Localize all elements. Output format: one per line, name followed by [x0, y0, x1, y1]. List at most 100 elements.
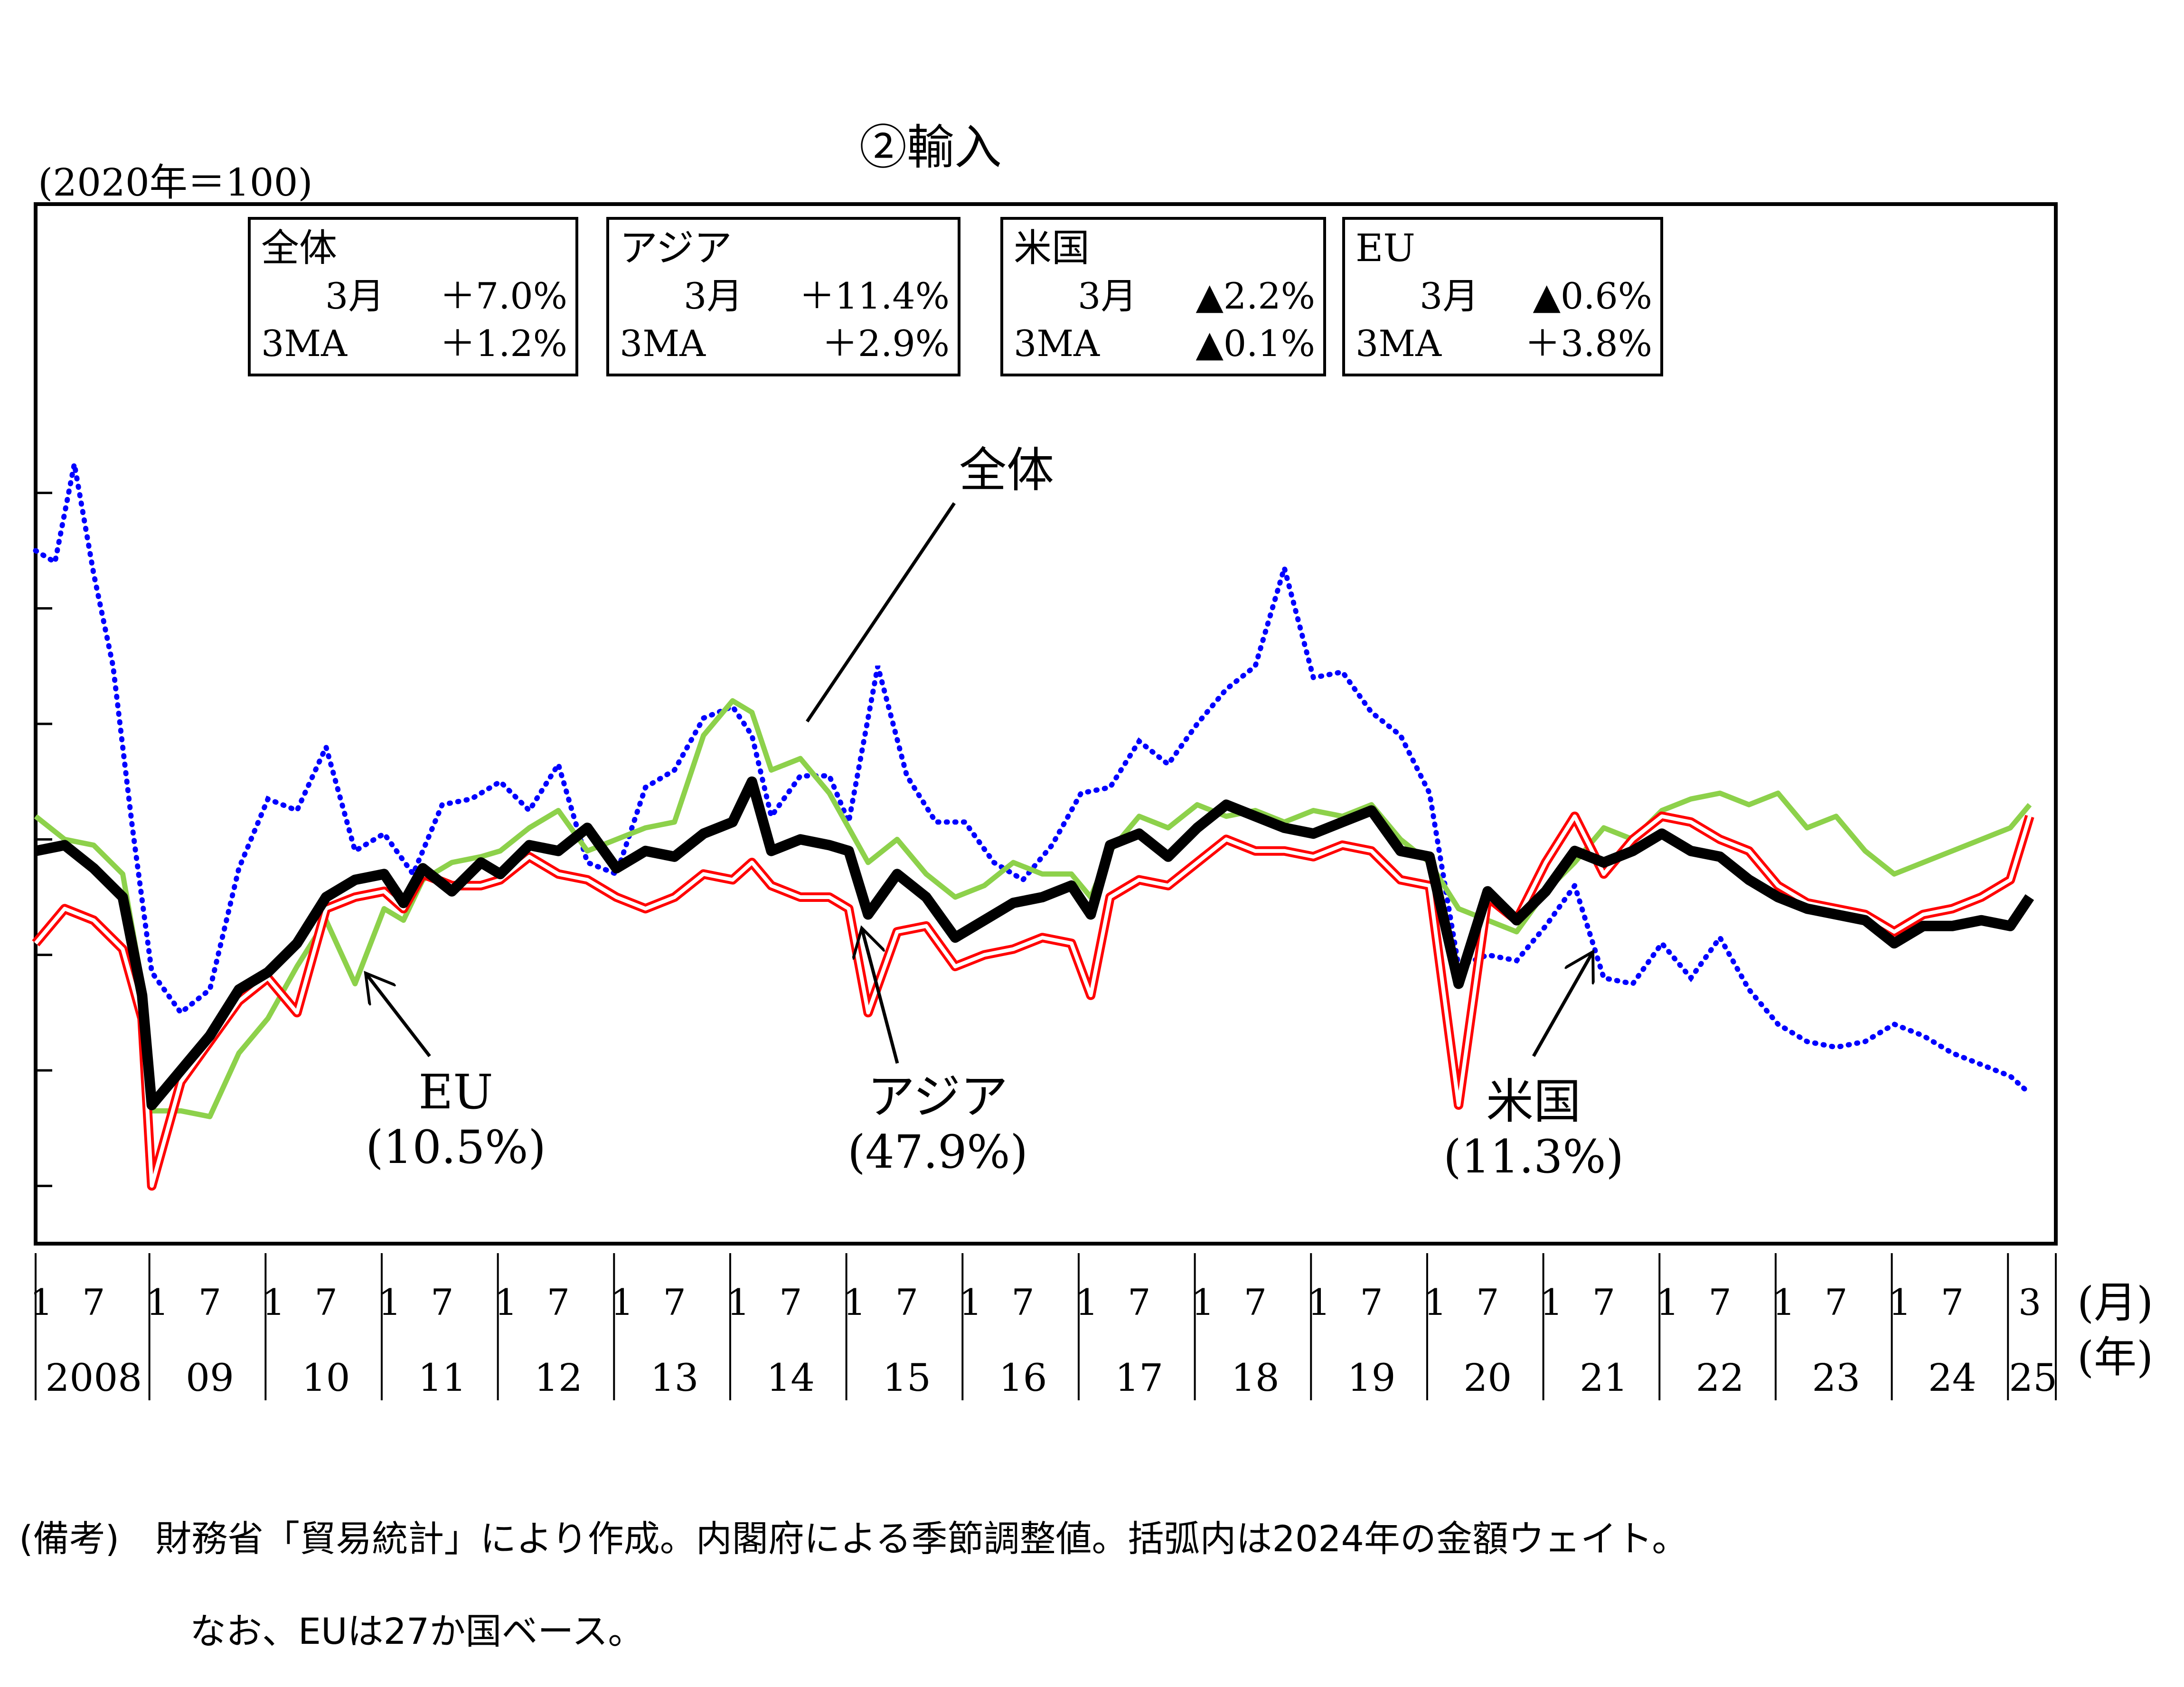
- x-month-tick-label: 1: [262, 1281, 285, 1323]
- x-month-tick-label: 7: [1244, 1281, 1267, 1323]
- x-unit-month: (月): [2077, 1278, 2153, 1328]
- summary-row2-value: ＋3.8%: [1525, 322, 1652, 365]
- x-year-label: 23: [1812, 1356, 1860, 1400]
- footnote-line-1: (備考) 財務省「貿易統計」により作成。内閣府による季節調整値。括弧内は2024…: [19, 1518, 1688, 1560]
- series-line-total: [34, 776, 2034, 1110]
- summary-row2-value: ▲0.1%: [1196, 322, 1315, 365]
- x-month-tick-label: 7: [1128, 1281, 1150, 1323]
- x-month-tick-label: 7: [1011, 1281, 1034, 1323]
- annotation-share-us: (11.3%): [1443, 1130, 1624, 1183]
- summary-row1-label: 3月: [684, 275, 743, 317]
- summary-row1-value: ▲0.6%: [1533, 275, 1652, 317]
- summary-box-title: 米国: [1014, 226, 1090, 270]
- x-month-tick-label: 7: [1941, 1281, 1964, 1323]
- summary-row2-label: 3MA: [261, 322, 348, 365]
- x-month-tick-label: 7: [895, 1281, 918, 1323]
- summary-row1-label: 3月: [1078, 275, 1137, 317]
- x-month-tick-label: 1: [1308, 1281, 1330, 1323]
- x-month-tick-label: 7: [198, 1281, 221, 1323]
- x-month-tick-label: 1: [494, 1281, 517, 1323]
- annotation-arrow-total: [806, 502, 956, 722]
- x-year-label: 15: [883, 1356, 931, 1400]
- summary-row2-label: 3MA: [1356, 322, 1442, 365]
- x-month-tick-label: 1: [843, 1281, 866, 1323]
- summary-box-title: EU: [1356, 226, 1415, 270]
- x-year-label: 21: [1580, 1356, 1628, 1400]
- x-month-tick-label: 1: [146, 1281, 169, 1323]
- summary-box-title: 全体: [261, 226, 337, 270]
- x-month-tick-label: 1: [1075, 1281, 1098, 1323]
- annotation-arrow-eu: [366, 973, 431, 1058]
- annotation-label-us: 米国: [1486, 1074, 1581, 1129]
- x-month-tick-label: 7: [314, 1281, 337, 1323]
- summary-box-us: [1000, 217, 1326, 376]
- summary-row2-label: 3MA: [620, 322, 706, 365]
- x-year-label: 17: [1115, 1356, 1163, 1400]
- x-month-tick-label: 1: [959, 1281, 982, 1323]
- x-month-tick-label: 7: [1708, 1281, 1731, 1323]
- summary-row1-value: ＋7.0%: [440, 275, 567, 317]
- plot-frame: [34, 202, 2058, 1246]
- x-unit-year: (年): [2077, 1332, 2153, 1382]
- summary-box-asia: [606, 217, 960, 376]
- summary-box-total: [248, 217, 578, 376]
- annotation-label-total: 全体: [959, 442, 1054, 498]
- x-month-tick-label: 7: [547, 1281, 570, 1323]
- x-month-tick-label: 1: [1540, 1281, 1563, 1323]
- series-line-asia-inner: [34, 814, 2032, 1188]
- x-month-tick-label: 1: [1888, 1281, 1911, 1323]
- x-year-label: 2008: [46, 1356, 142, 1400]
- x-month-tick-label: 1: [727, 1281, 750, 1323]
- x-year-label: 09: [186, 1356, 234, 1400]
- x-year-label: 16: [999, 1356, 1047, 1400]
- x-month-tick-label: 1: [1772, 1281, 1795, 1323]
- x-month-tick-label: 1: [1191, 1281, 1214, 1323]
- annotation-share-asia: (47.9%): [847, 1125, 1028, 1179]
- x-month-tick-label: 7: [779, 1281, 802, 1323]
- x-month-tick-label: 7: [1592, 1281, 1615, 1323]
- series-line-eu: [34, 698, 2032, 1119]
- summary-box-eu: [1342, 217, 1663, 376]
- x-month-tick-label: 1: [611, 1281, 633, 1323]
- x-month-tick-label: 1: [378, 1281, 401, 1323]
- x-year-label: 22: [1696, 1356, 1744, 1400]
- x-month-tick-label: 7: [82, 1281, 105, 1323]
- x-year-label: 12: [534, 1356, 583, 1400]
- x-year-label: 10: [302, 1356, 350, 1400]
- summary-row2-value: ＋2.9%: [822, 322, 950, 365]
- summary-row1-label: 3月: [325, 275, 384, 317]
- x-month-tick-label: 1: [30, 1281, 53, 1323]
- chart-title: ②輸入: [859, 120, 1002, 175]
- summary-row2-label: 3MA: [1014, 322, 1100, 365]
- x-year-label: 13: [650, 1356, 699, 1400]
- annotation-label-eu: EU: [418, 1064, 493, 1120]
- series-line-us: [33, 463, 2033, 1097]
- annotation-arrow-asia: [862, 928, 899, 1064]
- footnote-line-2: なお、EUは27か国ベース。: [190, 1610, 644, 1652]
- x-month-tick-label: 7: [1360, 1281, 1383, 1323]
- summary-row1-value: ＋11.4%: [799, 275, 950, 317]
- x-year-label: 14: [766, 1356, 815, 1400]
- x-year-label: 19: [1347, 1356, 1396, 1400]
- summary-row1-label: 3月: [1420, 275, 1478, 317]
- annotation-label-asia: アジア: [867, 1069, 1008, 1125]
- annotation-arrow-us: [1532, 952, 1593, 1057]
- x-year-label: 18: [1231, 1356, 1280, 1400]
- annotation-share-eu: (10.5%): [366, 1121, 546, 1174]
- x-month-tick-label: 7: [1476, 1281, 1499, 1323]
- summary-box-title: アジア: [620, 226, 732, 270]
- x-year-label: 25: [2009, 1356, 2057, 1400]
- x-year-label: 24: [1928, 1356, 1977, 1400]
- x-month-tick-label: 7: [1825, 1281, 1847, 1323]
- x-year-label: 11: [418, 1356, 466, 1400]
- x-month-tick-label: 7: [431, 1281, 453, 1323]
- summary-row2-value: ＋1.2%: [440, 322, 567, 365]
- x-year-label: 20: [1463, 1356, 1512, 1400]
- x-month-tick-label: 7: [663, 1281, 686, 1323]
- x-month-tick-label: 1: [1656, 1281, 1679, 1323]
- summary-row1-value: ▲2.2%: [1196, 275, 1315, 317]
- x-month-tick-label: 1: [1424, 1281, 1447, 1323]
- unit-label: (2020年＝100): [38, 160, 313, 205]
